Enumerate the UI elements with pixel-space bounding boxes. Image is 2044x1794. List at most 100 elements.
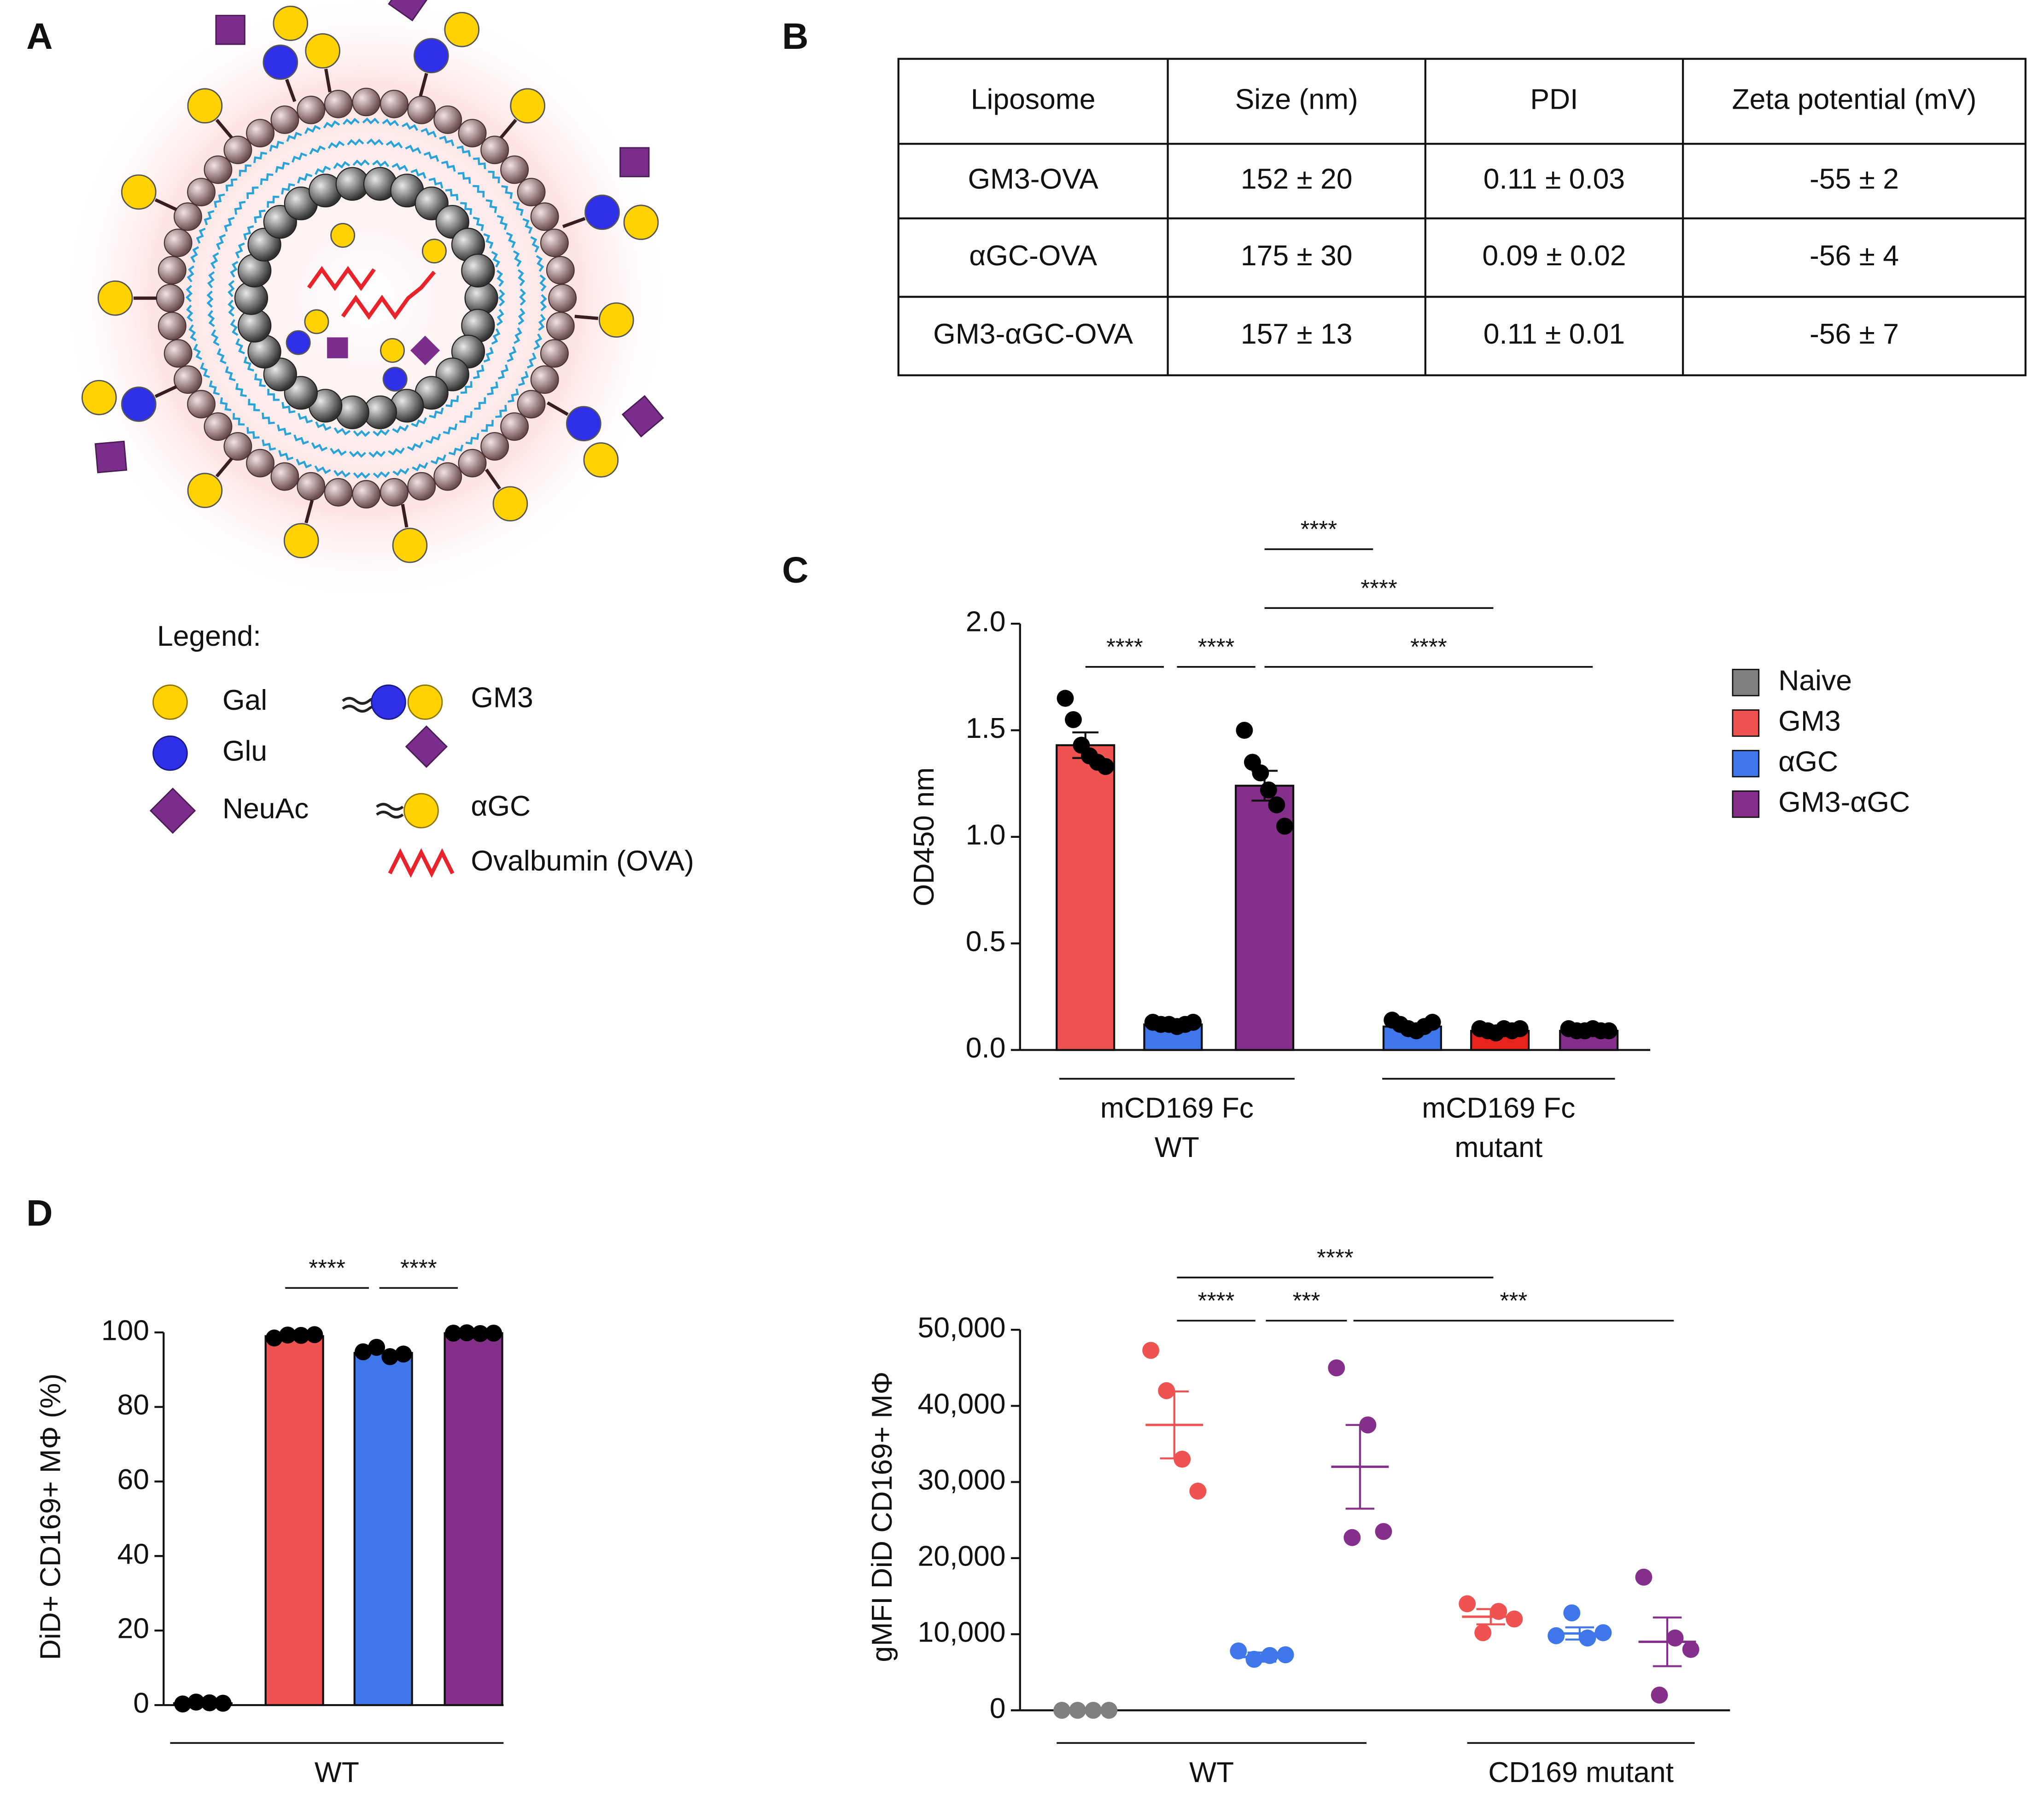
lipid-tail (352, 159, 370, 167)
glycolipid-stem (574, 315, 598, 320)
significance-label: *** (1293, 1287, 1320, 1314)
lipid-tail (207, 310, 215, 327)
lipid-tail (538, 314, 546, 331)
agc-tail (376, 803, 404, 819)
data-point (1375, 1523, 1392, 1540)
lipid-tail (385, 140, 403, 149)
lipid-tail (456, 146, 471, 157)
legend-label: GM3 (1778, 705, 1840, 737)
lipid-tail (498, 364, 509, 380)
bar (444, 1332, 503, 1706)
lipid-tail (246, 186, 259, 199)
data-point (292, 1327, 310, 1344)
chart: 0 20 40 60 80 100 DiD+ CD169+ MΦ (%) WT **** **** (34, 1255, 504, 1788)
data-point (1097, 758, 1114, 775)
lipid-tail (187, 265, 195, 283)
y-axis-label: DiD+ CD169+ MΦ (%) (34, 1373, 66, 1660)
lipid-tail (200, 362, 210, 379)
group-label: WT (1189, 1756, 1234, 1788)
lipid-tail (214, 193, 225, 208)
gal-icon (152, 684, 188, 720)
significance-label: **** (1361, 575, 1397, 601)
data-point (1252, 764, 1269, 782)
data-point (1328, 1359, 1345, 1377)
y-tick-label: 0 (133, 1687, 149, 1719)
lipid-tail (372, 159, 390, 167)
glycolipid-stem (499, 118, 517, 139)
glow (59, 0, 674, 606)
table-cell: 175 ± 30 (1241, 240, 1353, 272)
lipid-tail (253, 152, 267, 164)
y-tick-label: 40 (117, 1538, 149, 1570)
outer-neuac (619, 147, 650, 177)
outer-sugar (187, 88, 223, 124)
lipid-tail (491, 251, 501, 268)
data-point (1506, 1610, 1523, 1628)
lipid-tail (353, 472, 370, 479)
outer-lipid-head (517, 390, 546, 419)
outer-sugar (392, 527, 428, 563)
lipid-tail (501, 185, 513, 199)
table-header: PDI (1530, 83, 1578, 116)
lipid-tail (293, 434, 309, 445)
table-cell: 152 ± 20 (1241, 163, 1353, 195)
outer-sugar (81, 380, 117, 415)
neuac-icon (149, 787, 196, 834)
glycolipid-stem (562, 217, 586, 228)
lipid-tail (204, 210, 215, 226)
glycolipid-stem (546, 401, 569, 416)
outer-lipid-head (164, 228, 193, 257)
outer-lipid-head (187, 390, 216, 419)
y-tick-label: 0.0 (966, 1032, 1006, 1064)
data-point (1651, 1686, 1668, 1704)
legend-label: NeuAc (222, 793, 309, 825)
diagram-legend: Legend: Gal Glu NeuAc GM3 αGC Ovalbumin … (149, 620, 694, 878)
lipid-tail (530, 236, 540, 253)
data-point (1563, 1604, 1581, 1622)
y-tick-label: 50,000 (918, 1312, 1006, 1344)
lipid-tail (210, 252, 219, 269)
lipid-tail (206, 290, 214, 308)
data-point (1230, 1642, 1247, 1660)
outer-lipid-head (246, 449, 274, 478)
lipid-tail (448, 444, 464, 456)
y-tick-label: 10,000 (918, 1616, 1006, 1648)
data-point (1268, 796, 1285, 813)
outer-lipid-head (530, 202, 559, 231)
legend-title: Legend: (157, 620, 261, 652)
lipid-tail (441, 160, 456, 172)
data-point (1276, 818, 1293, 835)
lipid-tail (457, 172, 471, 184)
lipid-tail (373, 471, 390, 479)
outer-sugar (187, 473, 223, 508)
gm3-gal (407, 684, 443, 720)
lipid-tail (190, 246, 199, 263)
lipid-tail (297, 173, 313, 184)
ova (307, 266, 376, 291)
data-point (1069, 1701, 1086, 1719)
y-tick-label: 2.0 (966, 606, 1006, 638)
lipid-tail (230, 319, 239, 336)
outer-lipid-head (546, 311, 575, 340)
table-cell: -55 ± 2 (1810, 163, 1899, 195)
lipid-tail (286, 132, 302, 142)
outer-sugar (510, 88, 545, 124)
outer-lipid-head (297, 472, 326, 501)
lipid-tail (342, 117, 360, 125)
lipid-tail (495, 405, 507, 418)
data-point (1459, 1595, 1476, 1613)
lipid-tail (216, 234, 226, 250)
glycolipid-stem (154, 198, 178, 211)
inner-neuac (410, 335, 440, 365)
lipid-tail (292, 152, 307, 163)
outer-sugar (584, 194, 620, 230)
lipid-tail (277, 424, 292, 436)
data-point (368, 1338, 385, 1356)
lipid-tail (517, 269, 526, 286)
lipid-tail (513, 327, 522, 344)
data-point (1260, 781, 1277, 799)
lipid-tail (315, 165, 331, 175)
outer-lipid-head (324, 478, 353, 507)
data-point (395, 1345, 412, 1363)
